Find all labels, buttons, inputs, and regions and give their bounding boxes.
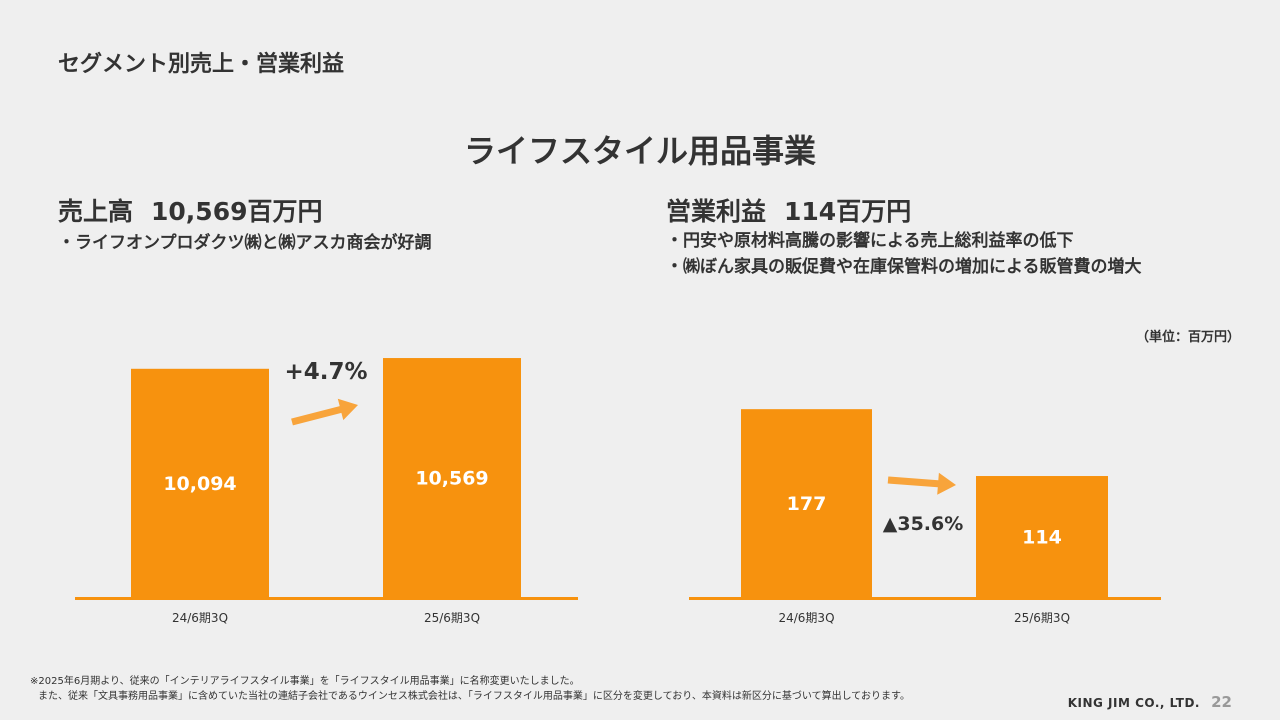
section-title: ライフスタイル用品事業 — [463, 132, 816, 170]
bar-value-label: 10,569 — [415, 468, 488, 490]
sales-heading-value: 10,569百万円 — [151, 197, 323, 226]
bar — [131, 368, 269, 597]
x-tick-label: 24/6期3Q — [172, 611, 228, 625]
page-title: セグメント別売上・営業利益 — [58, 52, 345, 77]
change-label: ▲35.6% — [883, 513, 964, 535]
sales-heading-label: 売上高 — [58, 197, 134, 226]
profit-bullet: ・㈱ぼん家具の販促費や在庫保管料の増加による販管費の増大 — [666, 257, 1142, 277]
change-arrow — [291, 398, 358, 426]
unit-note: （単位：百万円） — [1135, 330, 1240, 345]
profit-heading-value: 114百万円 — [784, 197, 912, 226]
bar-value-label: 114 — [1022, 527, 1062, 549]
bar-value-label: 177 — [787, 493, 827, 515]
change-label: +4.7% — [284, 359, 367, 385]
change-arrow — [887, 472, 956, 495]
x-tick-label: 24/6期3Q — [778, 611, 834, 625]
footnote-line: また、従来「文具事務用品事業」に含めていた当社の連結子会社であるウインセス株式会… — [38, 691, 910, 702]
footnote-line: ※2025年6月期より、従来の「インテリアライフスタイル事業」を「ライフスタイル… — [30, 676, 580, 687]
sales-heading: 売上高 10,569百万円 — [58, 192, 323, 228]
bar-value-label: 10,094 — [163, 473, 236, 495]
bar — [383, 358, 521, 597]
profit-bullet: ・円安や原材料高騰の影響による売上総利益率の低下 — [666, 231, 1074, 251]
bar — [976, 476, 1108, 597]
sales-bullet: ・ライフオンプロダクツ㈱と㈱アスカ商会が好調 — [58, 233, 432, 253]
profit-heading-label: 営業利益 — [666, 197, 767, 226]
page-number: 22 — [1211, 693, 1232, 711]
company-name: KING JIM CO., LTD. — [1067, 696, 1200, 710]
sales-chart: 10,094 24/6期3Q 10,569 25/6期3Q +4.7% — [75, 358, 578, 625]
footnotes: ※2025年6月期より、従来の「インテリアライフスタイル事業」を「ライフスタイル… — [30, 674, 910, 704]
x-tick-label: 25/6期3Q — [424, 611, 480, 625]
profit-chart: 177 24/6期3Q 114 25/6期3Q ▲35.6% — [689, 409, 1161, 625]
x-tick-label: 25/6期3Q — [1014, 611, 1070, 625]
profit-heading: 営業利益 114百万円 — [666, 192, 911, 228]
bar — [741, 409, 872, 597]
